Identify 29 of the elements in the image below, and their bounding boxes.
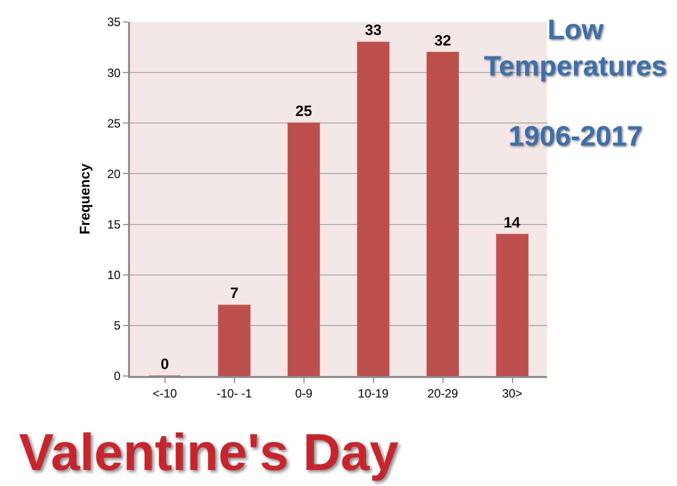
y-tick-label: 30 bbox=[107, 66, 121, 80]
x-tick-label: 20-29 bbox=[427, 386, 458, 400]
bar bbox=[288, 122, 320, 376]
y-tick-label: 5 bbox=[114, 318, 121, 333]
x-tick-label: 0-9 bbox=[295, 386, 313, 400]
text: Valentine's Day bbox=[19, 424, 399, 482]
data-label: 32 bbox=[434, 32, 452, 50]
y-tick-label: 15 bbox=[107, 217, 121, 232]
data-label: 33 bbox=[364, 22, 382, 40]
bar bbox=[357, 42, 390, 376]
x-tick-label: <-10 bbox=[152, 386, 178, 400]
x-tick-label: 30> bbox=[502, 386, 522, 400]
x-tick-label: -10- -1 bbox=[216, 386, 252, 400]
bar bbox=[218, 304, 250, 376]
y-tick-label: 25 bbox=[107, 116, 121, 130]
x-tick-label: 10-19 bbox=[358, 386, 389, 400]
y-tick-label: 0 bbox=[114, 369, 121, 384]
data-label: 14 bbox=[504, 214, 521, 232]
data-label: 25 bbox=[295, 103, 312, 120]
data-label: 7 bbox=[230, 285, 238, 302]
y-tick-label: 35 bbox=[107, 15, 121, 30]
text: 1906-2017 bbox=[508, 120, 642, 152]
y-axis-title: Frequency bbox=[76, 163, 92, 234]
y-tick-label: 10 bbox=[107, 268, 121, 282]
chart-title: Low Temperatures bbox=[484, 14, 668, 82]
bar bbox=[496, 234, 528, 376]
bar bbox=[426, 52, 459, 376]
data-label: 0 bbox=[160, 356, 169, 373]
y-tick-label: 20 bbox=[107, 166, 121, 181]
